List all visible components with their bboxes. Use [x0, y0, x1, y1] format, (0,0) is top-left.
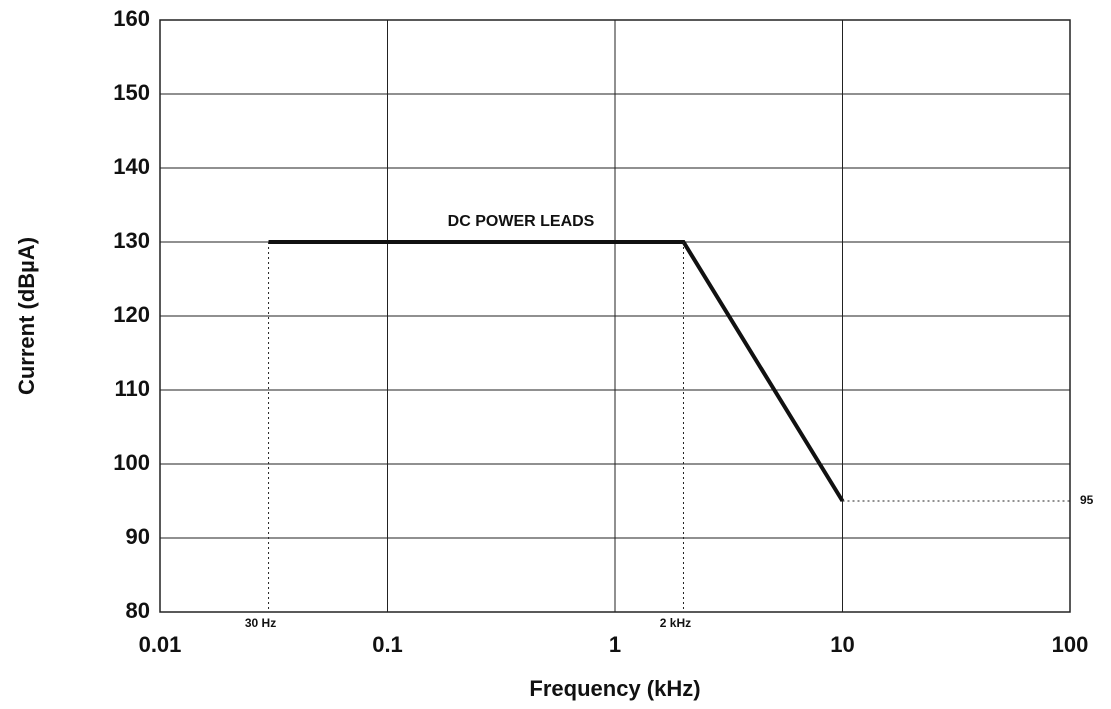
- x-tick-label: 0.01: [139, 632, 182, 657]
- y-tick-label: 80: [126, 598, 150, 623]
- x-tick-label: 0.1: [372, 632, 403, 657]
- annotation: 2 kHz: [660, 616, 691, 630]
- y-tick-label: 90: [126, 524, 150, 549]
- x-tick-label: 1: [609, 632, 621, 657]
- y-tick-label: 150: [113, 80, 150, 105]
- x-axis-title: Frequency (kHz): [529, 676, 700, 701]
- series-label: DC POWER LEADS: [448, 213, 595, 230]
- x-tick-label: 100: [1052, 632, 1089, 657]
- y-tick-label: 110: [115, 376, 151, 401]
- y-tick-label: 100: [113, 450, 150, 475]
- annotation: 30 Hz: [245, 616, 276, 630]
- y-tick-label: 130: [113, 228, 150, 253]
- x-tick-label: 10: [830, 632, 854, 657]
- y-tick-label: 120: [113, 302, 150, 327]
- y-tick-label: 140: [113, 154, 150, 179]
- y-tick-label: 160: [113, 6, 150, 31]
- data-label: 95: [1080, 493, 1094, 507]
- data-line: [268, 240, 845, 503]
- y-axis-title: Current (dBµA): [14, 237, 39, 395]
